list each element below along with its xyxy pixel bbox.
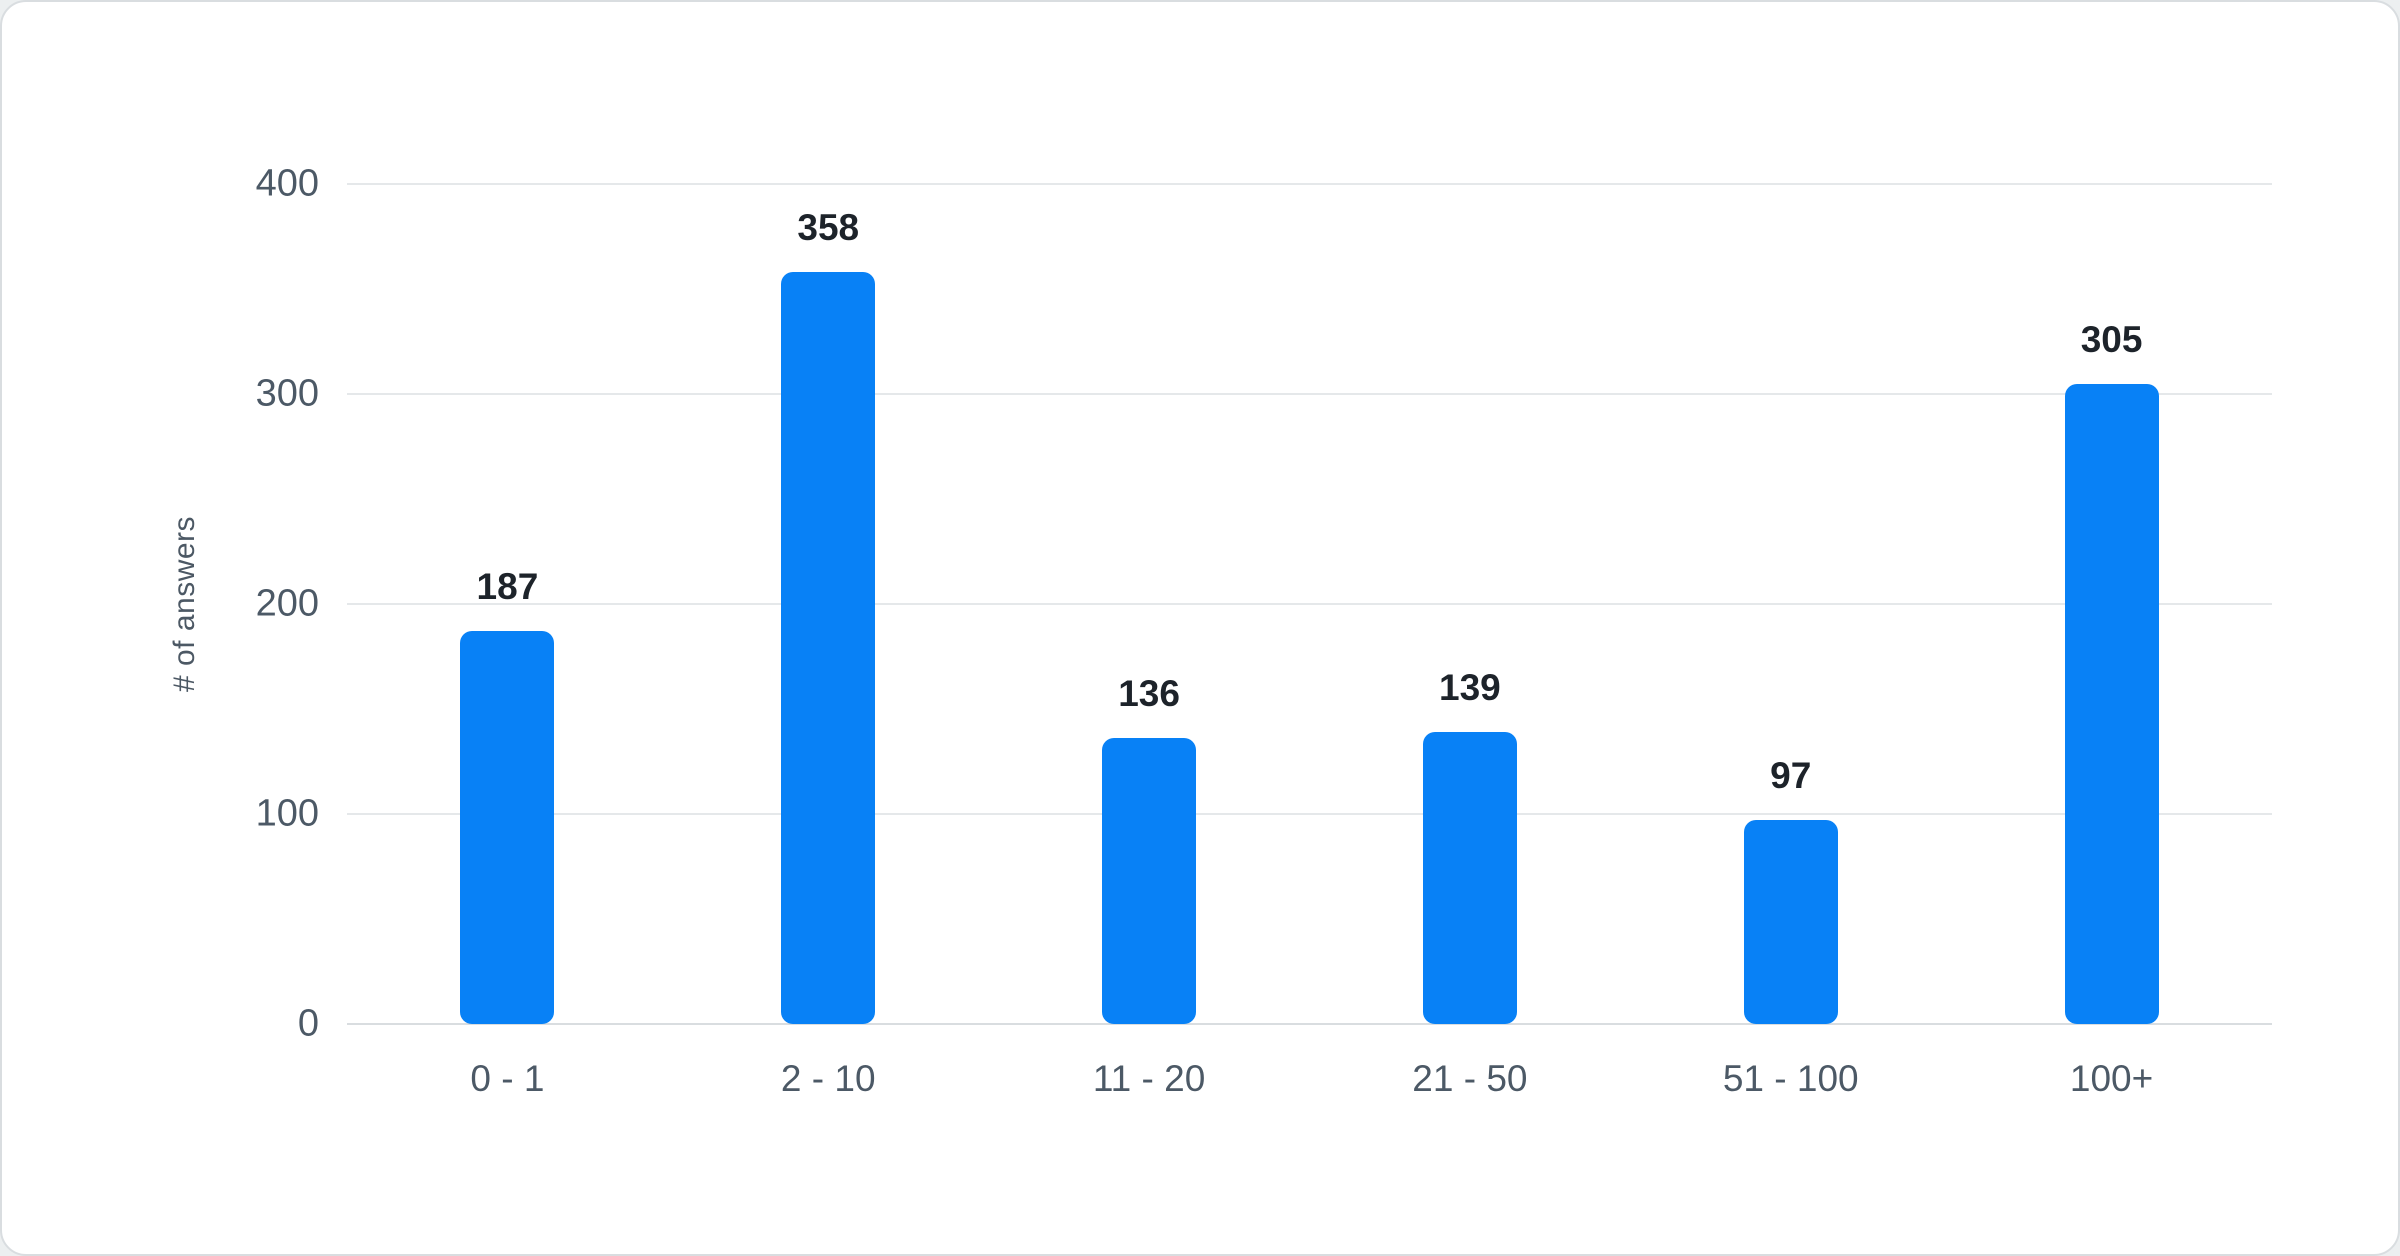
y-tick-label: 200 (255, 582, 319, 625)
bar-group: 358 (668, 184, 989, 1024)
plot-area: 0 100 200 300 400 187 358 136 139 97 305 0 - 1 2 -… (256, 163, 2272, 1099)
x-tick-label: 2 - 10 (780, 1058, 876, 1099)
x-tick-label: 21 - 50 (1412, 1058, 1528, 1099)
bar-value-label: 97 (1770, 755, 1812, 797)
bar-value-label: 139 (1439, 667, 1501, 709)
x-tick-label: 11 - 20 (1092, 1058, 1206, 1099)
bar (1422, 732, 1517, 1024)
bar-value-label: 358 (797, 207, 860, 249)
bar (781, 272, 876, 1024)
x-tick-label: 51 - 100 (1722, 1058, 1859, 1099)
bars-layer: 187 358 136 139 97 305 (347, 184, 2272, 1024)
y-tick-label: 300 (255, 372, 319, 415)
y-tick-label: 0 (297, 1002, 319, 1045)
y-tick-label: 400 (255, 162, 319, 205)
bar (1743, 820, 1838, 1024)
bar-group: 305 (1951, 184, 2272, 1024)
x-tick-labels: 0 - 1 2 - 10 11 - 20 21 - 50 51 - 100 100+ (347, 1058, 2272, 1100)
bar-group: 136 (989, 184, 1310, 1024)
gridline (347, 813, 2272, 815)
bar-group: 187 (347, 184, 668, 1024)
x-tick-label: 0 - 1 (470, 1058, 545, 1099)
bar-value-label: 136 (1118, 673, 1180, 715)
y-tick-label: 100 (255, 792, 319, 835)
bar (460, 631, 555, 1024)
bar-group: 97 (1630, 184, 1951, 1024)
y-axis-label: # of answers (168, 515, 201, 693)
gridline (347, 183, 2272, 185)
gridline (347, 393, 2272, 395)
bar-value-label: 305 (2080, 318, 2143, 360)
bar-group: 139 (1309, 184, 1630, 1024)
bar-value-label: 187 (476, 566, 539, 608)
gridline (347, 1023, 2272, 1025)
bar (2064, 383, 2159, 1024)
bar (1102, 738, 1197, 1024)
gridline (347, 603, 2272, 605)
x-tick-label: 100+ (2069, 1058, 2154, 1099)
